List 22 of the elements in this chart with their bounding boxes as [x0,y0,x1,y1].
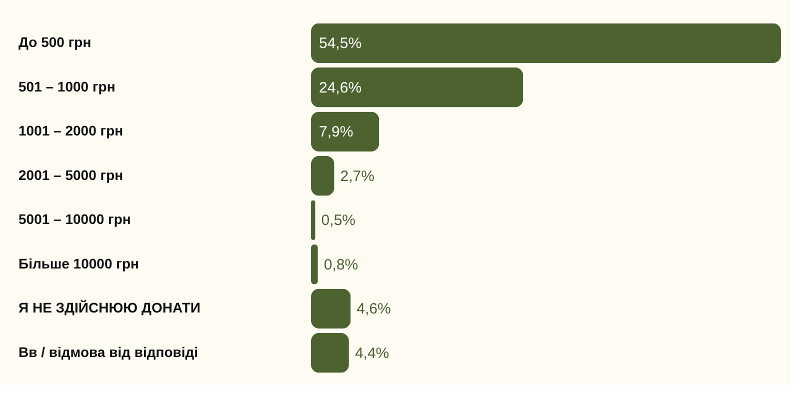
y-tick-label: 501 – 1000 грн [18,78,116,94]
bar [311,288,351,329]
y-tick-label: 1001 – 2000 грн [18,122,124,139]
y-tick-label: 5001 – 10000 грн [18,211,131,228]
data-label: 0,5% [321,212,356,230]
y-tick-label: Більше 10000 грн [18,255,139,272]
bar [311,332,349,373]
y-tick-label: До 500 грн [18,34,92,50]
bar [311,67,524,108]
bar [311,23,781,64]
data-label: 4,6% [356,300,391,318]
bar [311,112,380,152]
data-label: 54,5% [319,35,362,52]
y-tick-label: Вв / відмова від відповіді [18,344,198,360]
data-label: 7,9% [319,124,354,141]
y-tick-label: Я НЕ ЗДІЙСНЮЮ ДОНАТИ [18,300,200,316]
y-tick-label: 2001 – 5000 грн [18,166,124,183]
data-label: 24,6% [319,79,362,96]
data-label: 2,7% [340,168,374,185]
bar [311,156,334,196]
data-label: 4,4% [354,344,390,362]
data-label: 0,8% [324,256,358,274]
